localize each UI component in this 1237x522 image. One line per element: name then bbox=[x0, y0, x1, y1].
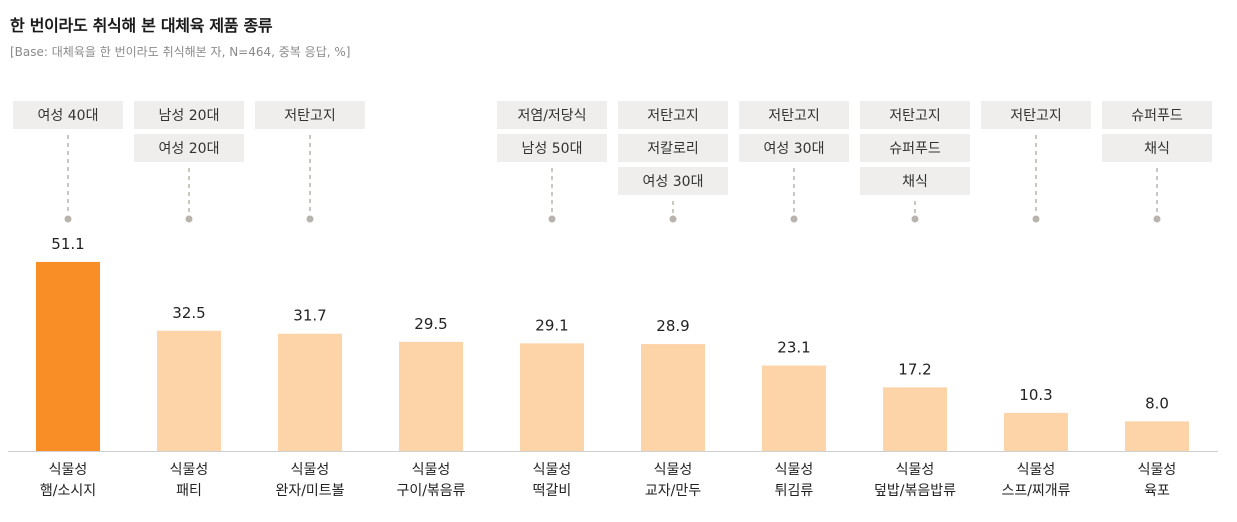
annotation-tag bbox=[497, 134, 607, 162]
annotation-dot bbox=[669, 215, 677, 223]
data-label: 8.0 bbox=[1145, 394, 1169, 412]
annotation-tag-label: 저탄고지 bbox=[768, 108, 820, 124]
bar bbox=[883, 387, 947, 451]
annotation-tag bbox=[618, 134, 728, 162]
annotation-tag bbox=[1102, 101, 1212, 129]
annotation-tag-label: 저탄고지 bbox=[1010, 108, 1062, 124]
annotation-tag bbox=[255, 101, 365, 129]
annotation-tag bbox=[860, 134, 970, 162]
annotation-tag-label: 슈퍼푸드 bbox=[889, 141, 941, 157]
bar bbox=[1125, 421, 1189, 451]
annotation-tag-label: 여성 40대 bbox=[38, 108, 99, 124]
annotation-dot bbox=[911, 215, 919, 223]
annotation-tag-label: 슈퍼푸드 bbox=[1131, 108, 1183, 124]
annotation-tag bbox=[860, 167, 970, 195]
x-tick-label: 튀김류 bbox=[775, 483, 814, 499]
data-label: 29.1 bbox=[535, 316, 568, 334]
data-label: 29.5 bbox=[414, 315, 447, 333]
annotation-tag bbox=[981, 101, 1091, 129]
bar bbox=[399, 341, 463, 451]
annotation-tag bbox=[739, 134, 849, 162]
annotation-dot bbox=[548, 215, 556, 223]
annotation-tag-label: 채식 bbox=[1144, 141, 1170, 157]
x-tick-label: 스프/찌개류 bbox=[1001, 483, 1070, 499]
data-label: 23.1 bbox=[777, 339, 810, 357]
bar bbox=[1004, 412, 1068, 451]
annotation-dot bbox=[185, 215, 193, 223]
x-tick-label: 식물성 bbox=[170, 462, 209, 478]
annotation-tag-label: 저탄고지 bbox=[647, 108, 699, 124]
annotation-tag bbox=[13, 101, 123, 129]
data-label: 31.7 bbox=[293, 307, 326, 325]
annotation-dot bbox=[1032, 215, 1040, 223]
x-tick-label: 육포 bbox=[1144, 483, 1170, 499]
x-tick-label: 패티 bbox=[176, 483, 202, 499]
annotation-tag-label: 저탄고지 bbox=[889, 108, 941, 124]
annotation-tag bbox=[134, 134, 244, 162]
annotation-tag-label: 남성 50대 bbox=[522, 141, 583, 157]
chart-title: 한 번이라도 취식해 본 대체육 제품 종류 bbox=[10, 16, 273, 35]
annotation-dot bbox=[1153, 215, 1161, 223]
annotation-tag-label: 여성 20대 bbox=[159, 141, 220, 157]
annotation-tag bbox=[497, 101, 607, 129]
annotation-tag-label: 저염/저당식 bbox=[517, 108, 586, 124]
annotation-tag-label: 여성 30대 bbox=[643, 174, 704, 190]
x-tick-label: 식물성 bbox=[896, 462, 935, 478]
x-tick-label: 식물성 bbox=[412, 462, 451, 478]
annotation-tag-label: 채식 bbox=[902, 174, 928, 190]
annotation-tag bbox=[1102, 134, 1212, 162]
annotation-dot bbox=[64, 215, 72, 223]
data-label: 51.1 bbox=[51, 235, 84, 253]
data-label: 32.5 bbox=[172, 304, 205, 322]
x-tick-label: 식물성 bbox=[775, 462, 814, 478]
annotation-tag bbox=[618, 167, 728, 195]
annotation-dot bbox=[306, 215, 314, 223]
bar bbox=[520, 343, 584, 451]
chart-subtitle: [Base: 대체육을 한 번이라도 취식해본 자, N=464, 중복 응답,… bbox=[10, 45, 351, 59]
bar bbox=[278, 333, 342, 451]
x-tick-label: 식물성 bbox=[49, 462, 88, 478]
annotation-tag-label: 저탄고지 bbox=[284, 108, 336, 124]
bar bbox=[641, 344, 705, 451]
x-tick-label: 떡갈비 bbox=[533, 483, 572, 499]
data-label: 10.3 bbox=[1019, 386, 1052, 404]
x-tick-label: 식물성 bbox=[1017, 462, 1056, 478]
bar bbox=[36, 261, 100, 451]
annotation-tag-label: 저칼로리 bbox=[647, 141, 699, 157]
x-tick-label: 교자/만두 bbox=[645, 483, 701, 499]
x-tick-label: 구이/볶음류 bbox=[396, 483, 465, 499]
x-tick-label: 덮밥/볶음밥류 bbox=[874, 483, 956, 499]
x-tick-label: 식물성 bbox=[291, 462, 330, 478]
annotation-tag-label: 남성 20대 bbox=[159, 108, 220, 124]
annotation-tag-label: 여성 30대 bbox=[764, 141, 825, 157]
data-label: 28.9 bbox=[656, 317, 689, 335]
x-tick-label: 햄/소시지 bbox=[40, 483, 96, 499]
annotation-tag bbox=[134, 101, 244, 129]
x-tick-label: 완자/미트볼 bbox=[275, 483, 344, 499]
x-tick-label: 식물성 bbox=[1138, 462, 1177, 478]
annotation-dot bbox=[790, 215, 798, 223]
bar bbox=[762, 365, 826, 451]
x-tick-label: 식물성 bbox=[533, 462, 572, 478]
annotation-tag bbox=[618, 101, 728, 129]
x-tick-label: 식물성 bbox=[654, 462, 693, 478]
bar bbox=[157, 330, 221, 451]
annotation-tag bbox=[860, 101, 970, 129]
annotation-tag bbox=[739, 101, 849, 129]
data-label: 17.2 bbox=[898, 360, 931, 378]
